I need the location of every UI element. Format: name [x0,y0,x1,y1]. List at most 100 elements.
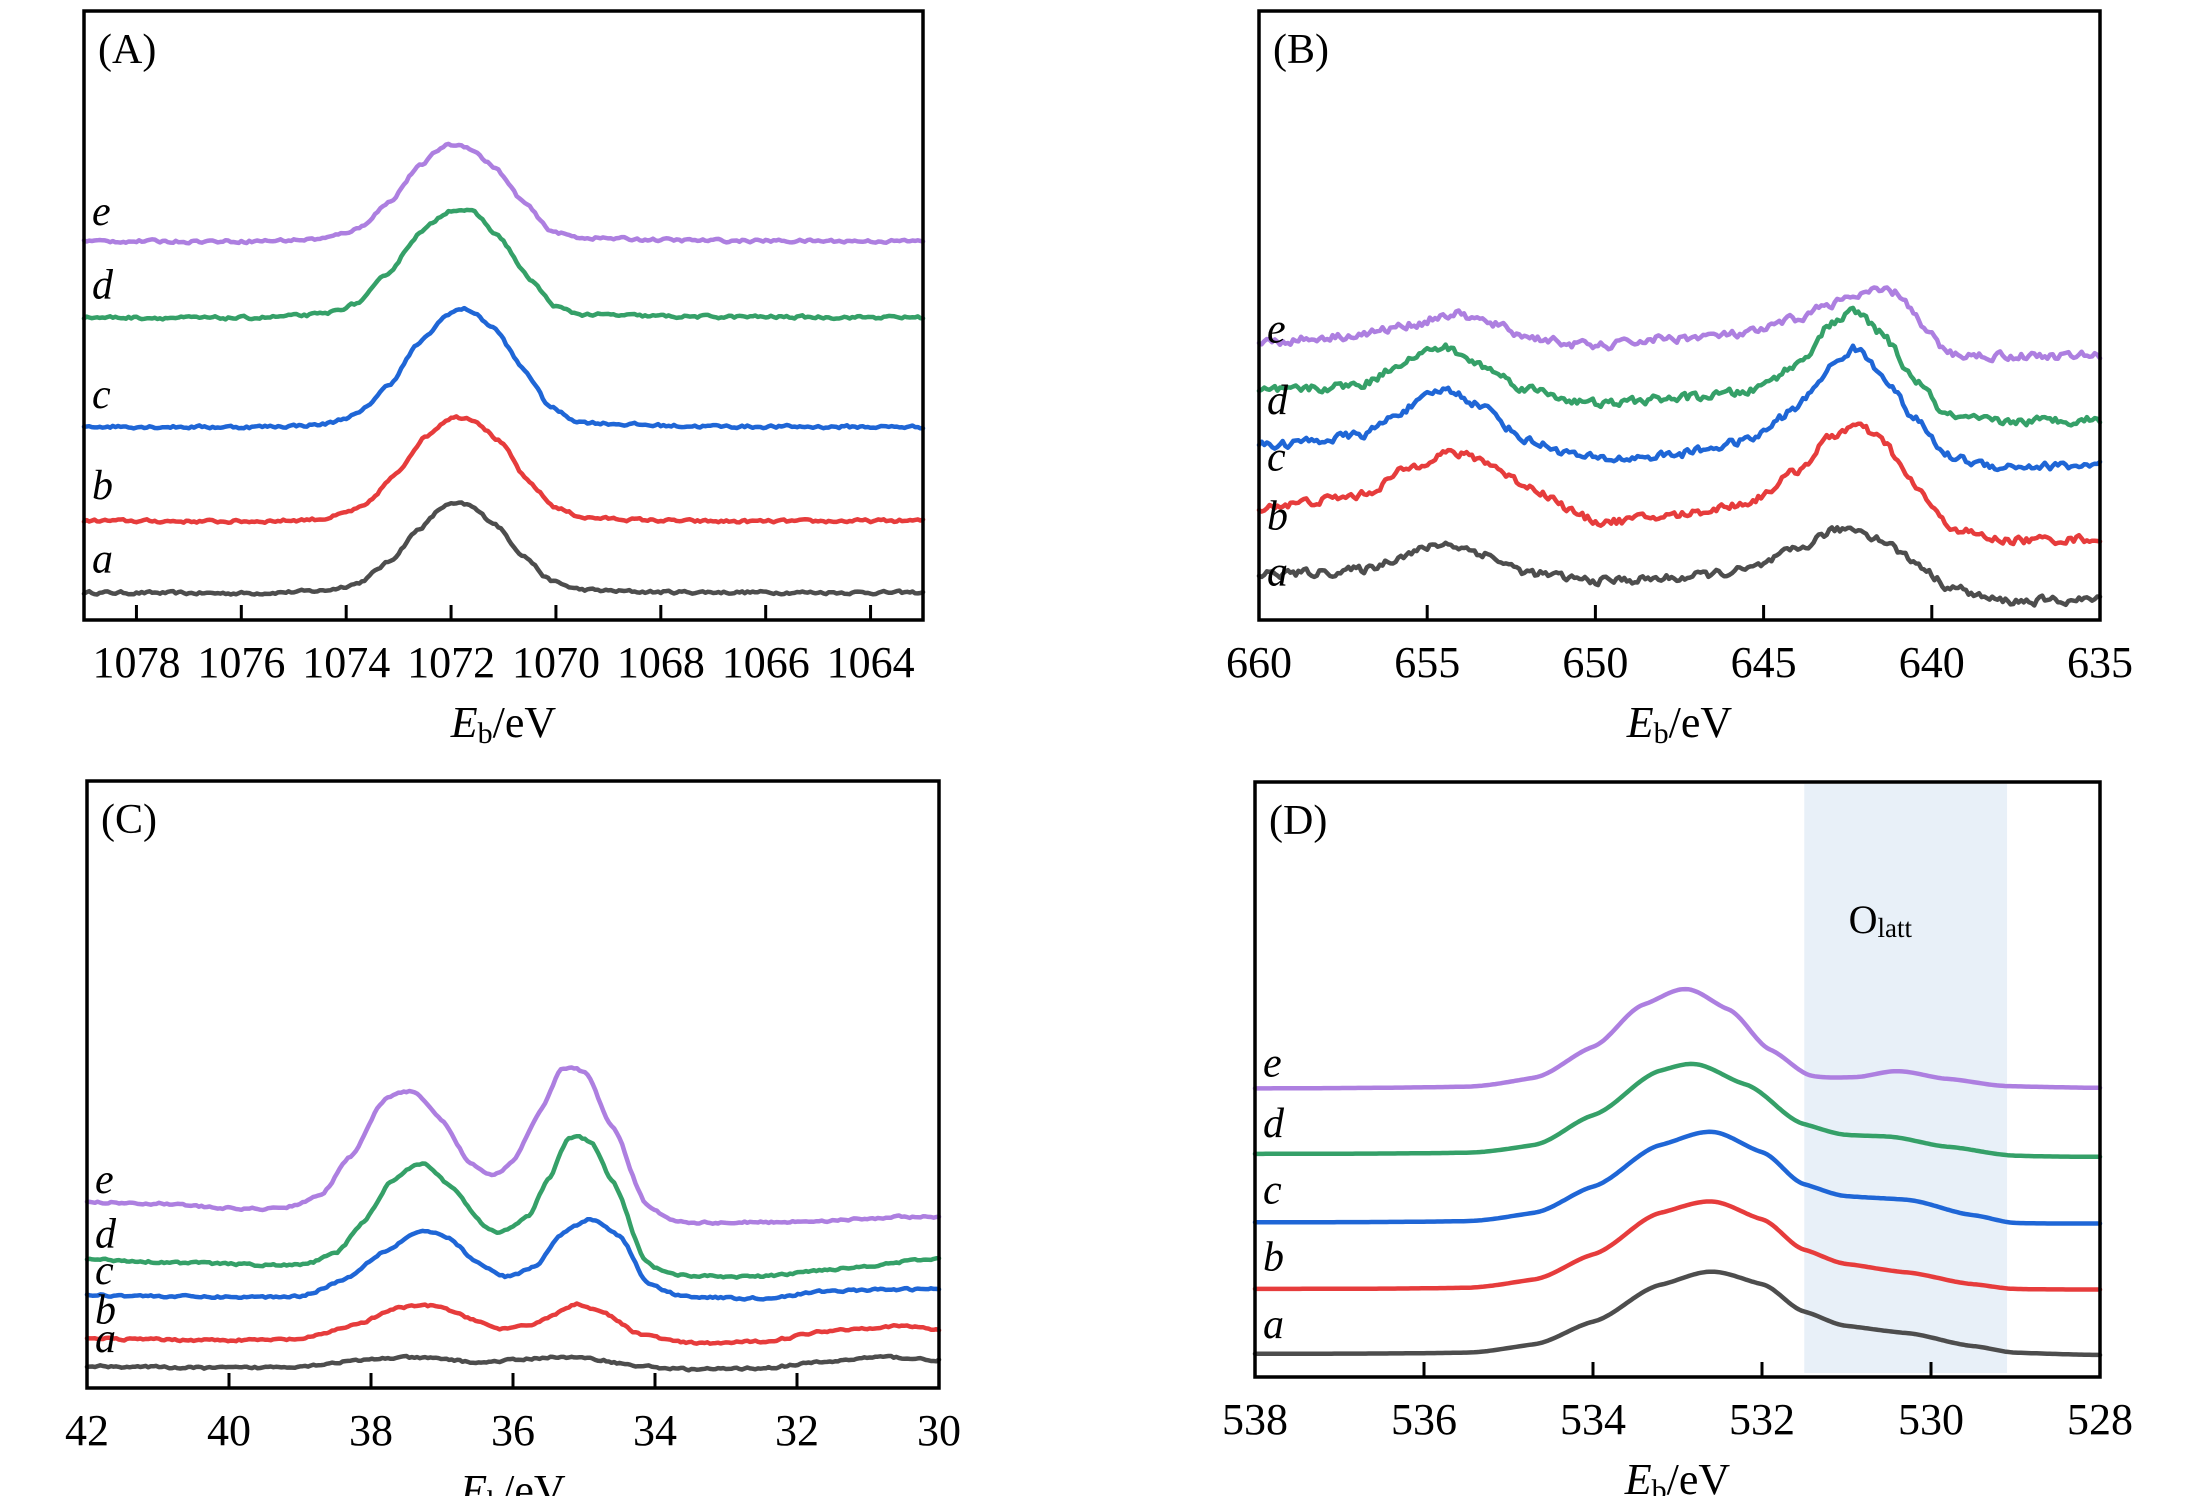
panel-c-series-label-c: c [95,1248,114,1294]
panel-b-series-e [1256,285,2103,364]
panel-b-series-a [1256,525,2103,608]
panel-c-x-tick-label: 40 [207,1406,251,1455]
panel-c-x-tick-label: 32 [775,1406,819,1455]
panel-b-x-tick-label: 645 [1731,638,1797,687]
panel-a-series-label-a: a [92,536,113,582]
panel-c-series-label-e: e [95,1157,114,1203]
panel-b-series-label-d: d [1267,378,1289,424]
panel-c-x-tick-label: 38 [349,1406,393,1455]
olatt-annotation: Olatt [1849,897,1913,943]
axis-title-unit: /eV [1669,698,1733,747]
panel-a-x-tick-label: 1064 [827,638,915,687]
axis-title-sub: b [1652,1474,1667,1496]
axis-title-sub: b [487,1485,502,1496]
axis-title-main: E [459,1466,487,1496]
panel-a-curves [81,141,926,597]
panel-c-series-e [84,1065,942,1226]
panel-a-x-tick-label: 1068 [617,638,705,687]
panel-b-series-label-a: a [1267,550,1288,596]
panel-c-series-label-d: d [95,1212,117,1258]
panel-a-series-e [81,141,926,246]
panel-c-series-d [84,1133,942,1280]
panel-a-series-a [81,500,926,597]
axis-title-main: E [1626,698,1654,747]
panel-d-series-a [1252,1269,2103,1358]
panel-a-series-c [81,305,926,431]
panel-c-series-c [84,1216,942,1302]
panel-d-series-e [1252,986,2103,1091]
panel-c-series-b [84,1301,942,1346]
panel-d-series-label-e: e [1263,1040,1282,1086]
panel-b-series-d [1256,305,2103,428]
panel-b-x-tick-label: 660 [1226,638,1292,687]
panel-c-x-tick-label: 34 [633,1406,677,1455]
axis-title-unit: /eV [502,1466,566,1496]
panel-a-x-tick-label: 1074 [302,638,390,687]
panel-a-x-tick-label: 1078 [92,638,180,687]
panel-b-x-tick-label: 655 [1394,638,1460,687]
panel-d-x-tick-label: 530 [1898,1395,1964,1444]
panel-a-x-tick-label: 1066 [722,638,810,687]
panel-c-x-tick-label: 42 [65,1406,109,1455]
panel-d-x-tick-label: 528 [2067,1395,2133,1444]
panel-b-series-b [1256,421,2103,547]
panel-a-series-label-c: c [92,372,111,418]
panel-c-x-tick-label: 30 [917,1406,961,1455]
panel-b-series-label-e: e [1267,307,1286,353]
panel-a-series-b [81,414,926,526]
panel-d-x-axis-title: Eb/eV [1624,1455,1731,1496]
panel-c-series-a [84,1353,942,1373]
axis-title-unit: /eV [1667,1455,1731,1496]
axis-title-sub: b [1654,717,1669,750]
panel-d-series-c [1252,1129,2103,1226]
olatt-annotation-main: O [1849,897,1878,942]
panel-b-x-tick-label: 650 [1562,638,1628,687]
panel-d-series-label-c: c [1263,1168,1282,1214]
panel-b-frame [1257,9,2102,622]
panel-a-x-axis-title: Eb/eV [450,698,557,750]
panel-a-series-label-e: e [92,189,111,235]
panel-b-curves [1256,285,2103,608]
panel-d-x-tick-label: 536 [1391,1395,1457,1444]
panel-a-series-label-d: d [92,262,114,308]
panel-c-x-tick-label: 36 [491,1406,535,1455]
panel-d-series-b [1252,1199,2103,1292]
panel-c-series-label-a: a [95,1316,116,1362]
panel-b-x-tick-label: 635 [2067,638,2133,687]
panel-d-series-d [1252,1061,2103,1160]
panel-c-tag: (C) [101,797,157,843]
panel-b-series-label-b: b [1267,494,1288,540]
panel-a-series-label-b: b [92,463,113,509]
panel-c-series-label-b: b [95,1287,116,1333]
panel-a-frame [82,9,925,622]
panel-c-curves [84,1065,942,1373]
panel-d-x-tick-label: 538 [1222,1395,1288,1444]
axis-title-main: E [1624,1455,1652,1496]
panel-d-tag: (D) [1269,798,1327,844]
panel-d-curves [1252,986,2103,1358]
axis-title-unit: /eV [493,698,557,747]
panel-a-x-tick-label: 1072 [407,638,495,687]
panel-d-x-tick-label: 534 [1560,1395,1626,1444]
panel-a-tag: (A) [98,27,156,73]
panel-d-frame [1253,780,2102,1379]
olatt-annotation-sub: latt [1877,913,1912,943]
panel-d-series-label-a: a [1263,1302,1284,1348]
panel-d-series-label-d: d [1263,1101,1285,1147]
panel-a-series-d [81,207,926,322]
panel-d-series-label-b: b [1263,1234,1284,1280]
axis-title-main: E [450,698,478,747]
panel-c-x-axis-title: Eb/eV [459,1466,566,1496]
panel-d-x-tick-label: 532 [1729,1395,1795,1444]
panel-b-tag: (B) [1273,27,1329,73]
panel-b-series-label-c: c [1267,435,1286,481]
panel-b-x-axis-title: Eb/eV [1626,698,1733,750]
axis-title-sub: b [478,717,493,750]
panel-b-x-tick-label: 640 [1899,638,1965,687]
panel-a-x-tick-label: 1076 [197,638,285,687]
